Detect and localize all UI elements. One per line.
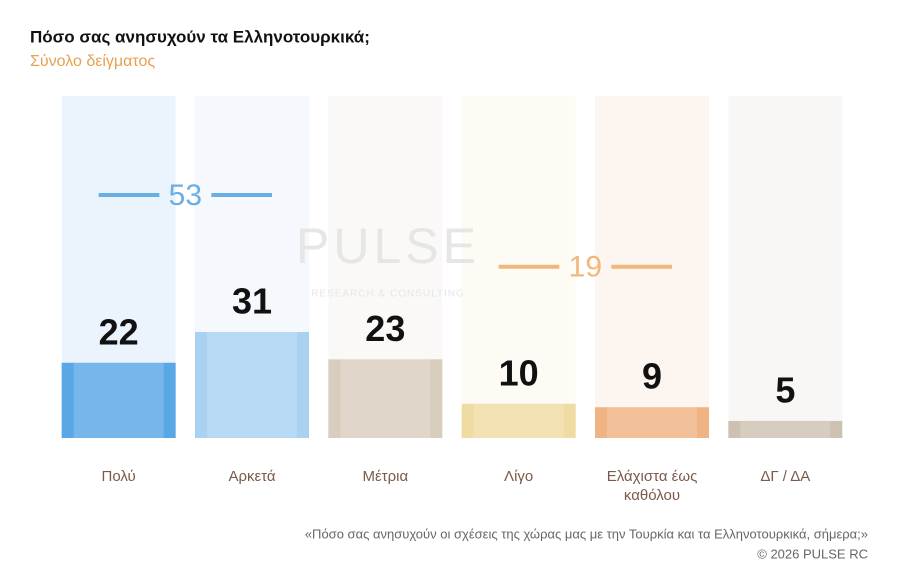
bar: [195, 331, 309, 438]
bar-shine: [740, 420, 831, 438]
bar: [728, 420, 843, 438]
bar: [61, 362, 176, 438]
group-total: 19: [569, 251, 602, 284]
value-label: 9: [642, 356, 662, 397]
value-label: 23: [365, 308, 405, 349]
category-label: Αρκετά: [228, 468, 276, 485]
bar-shine: [607, 407, 697, 438]
column-background: [728, 96, 843, 438]
category-label: Μέτρια: [362, 468, 409, 485]
category-label: ΔΓ / ΔΑ: [760, 468, 811, 485]
value-label: 10: [499, 352, 539, 393]
bar-shine: [340, 359, 431, 438]
chart-title: Πόσο σας ανησυχούν τα Ελληνοτουρκικά;: [30, 27, 370, 46]
bar: [595, 407, 709, 438]
bar: [328, 359, 443, 438]
category-label: Λίγο: [504, 468, 534, 485]
bar: [461, 403, 576, 438]
value-label: 5: [775, 369, 795, 410]
category-label: Ελάχιστα έως καθόλου: [606, 468, 698, 504]
bar-shine: [73, 362, 164, 438]
category-label: Πολύ: [101, 468, 136, 485]
footnote: «Πόσο σας ανησυχούν οι σχέσεις της χώρας…: [305, 526, 868, 541]
bar-shine: [207, 331, 297, 438]
bar-shine: [473, 403, 564, 438]
value-label: 31: [232, 280, 272, 321]
value-label: 22: [99, 311, 139, 352]
watermark-tagline: RESEARCH & CONSULTING: [311, 289, 465, 300]
chart-subtitle: Σύνολο δείγματος: [30, 53, 155, 70]
group-total: 53: [169, 179, 202, 212]
copyright: © 2026 PULSE RC: [757, 546, 868, 561]
watermark: PULSE: [296, 218, 480, 274]
